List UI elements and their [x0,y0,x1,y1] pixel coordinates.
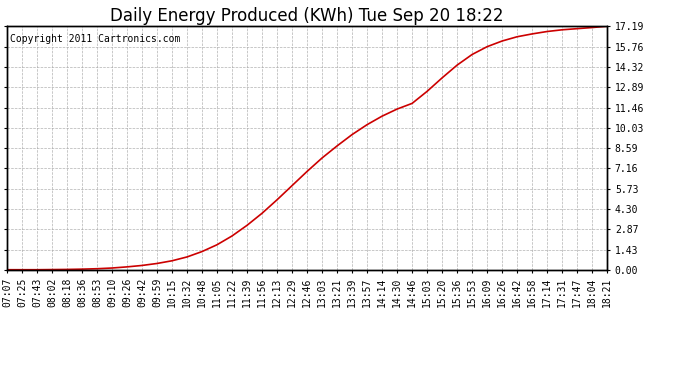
Text: Copyright 2011 Cartronics.com: Copyright 2011 Cartronics.com [10,34,180,44]
Title: Daily Energy Produced (KWh) Tue Sep 20 18:22: Daily Energy Produced (KWh) Tue Sep 20 1… [110,7,504,25]
